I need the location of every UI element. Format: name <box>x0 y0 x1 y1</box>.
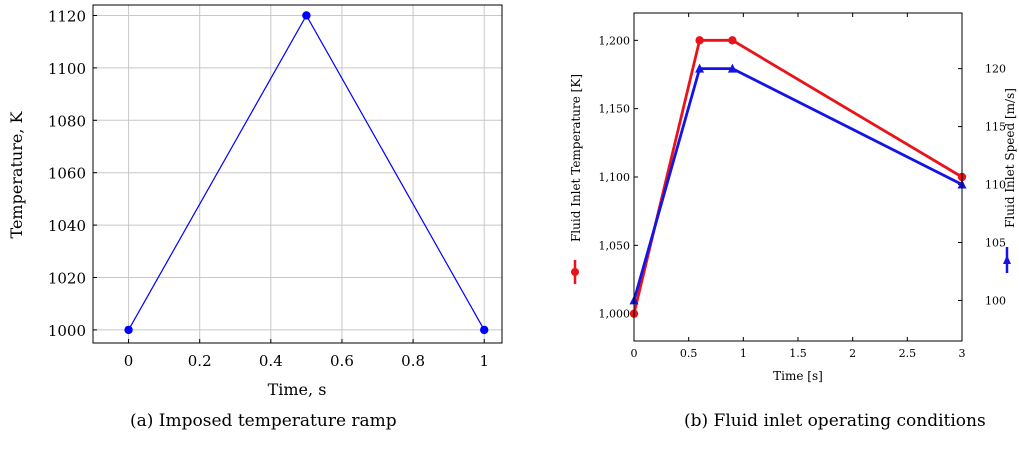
chart-a-frame <box>92 4 503 344</box>
right-legend-marker <box>1003 255 1011 264</box>
chart-a-x-tick-label: 0.4 <box>259 352 283 370</box>
chart-a-y-tick-label: 1100 <box>48 60 86 78</box>
chart-b-y-right-tick-label: 120 <box>985 63 1006 76</box>
chart-a-series <box>124 11 489 335</box>
chart-b-y-left-tick-label: 1,050 <box>599 239 631 252</box>
chart-b-data-point-left <box>728 36 737 45</box>
chart-b-series <box>629 36 967 318</box>
chart-b-y-left-label: Fluid Inlet Temperature [K] <box>569 74 583 242</box>
chart-b-frame <box>633 12 963 342</box>
left-legend-marker <box>571 268 579 276</box>
chart-b-x-tick-label: 2 <box>849 347 856 360</box>
chart-b-y-left-tick-label: 1,150 <box>599 103 631 116</box>
chart-b-x-label-text: Time [s] <box>773 369 823 383</box>
chart-a-data-point <box>124 325 133 335</box>
chart-b-y-right-tick-label: 110 <box>985 179 1006 192</box>
chart-b-left-legend: Fluid Inlet Temperature [K] <box>569 74 583 284</box>
chart-a-y-label: Temperature, K <box>7 110 26 238</box>
chart-b-series-line-right <box>632 67 963 301</box>
chart-a-x-tick-label: 0.6 <box>330 352 354 370</box>
chart-a-data-point <box>480 325 489 335</box>
chart-a-x-label: Time, s <box>268 380 327 399</box>
chart-b-x-tick-label: 2.5 <box>899 347 917 360</box>
chart-b-y-right-tick-label: 105 <box>985 236 1006 249</box>
chart-b-data-point-left <box>695 36 704 45</box>
chart-b-y-left-tick-label: 1,200 <box>599 34 631 47</box>
chart-b-x-label: Time [s] <box>773 369 823 383</box>
chart-b-data-point-right <box>695 63 705 73</box>
chart-a-grid <box>93 5 502 343</box>
chart-b-x-tick-label: 0 <box>631 347 638 360</box>
chart-b-y-right-tick-label: 115 <box>985 121 1006 134</box>
chart-b-data-point-right <box>727 63 737 73</box>
caption-b: (b) Fluid inlet operating conditions <box>684 411 986 431</box>
chart-a-y-tick-label: 1040 <box>48 217 86 235</box>
chart-a-x-tick-label: 0.2 <box>188 352 212 370</box>
chart-a-tick-labels: 0 0.2 0.4 0.6 0.8 1 1000 1020 1040 1060 1080 1100 11… <box>48 7 489 370</box>
chart-a-y-tick-label: 1060 <box>48 165 86 183</box>
chart-b-x-tick-label: 3 <box>959 347 966 360</box>
chart-a-data-point <box>302 11 311 20</box>
chart-b: 0 0.5 1 1.5 2 2.5 3 1,000 1,050 1,100 1,150 1,200 10… <box>569 12 1017 383</box>
chart-a-y-tick-label: 1000 <box>48 322 86 340</box>
chart-a-y-tick-label: 1120 <box>48 7 86 25</box>
chart-a-x-tick-label: 0 <box>124 352 134 370</box>
chart-b-tick-labels: 0 0.5 1 1.5 2 2.5 3 1,000 1,050 1,100 1,150 1,200 10… <box>599 13 1006 360</box>
chart-b-y-right-label: Fluid Inlet Speed [m/s] <box>1003 88 1017 228</box>
chart-b-right-legend: Fluid Inlet Speed [m/s] <box>1003 88 1017 273</box>
chart-a-x-tick-label: 0.8 <box>401 352 425 370</box>
caption-a: (a) Imposed temperature ramp <box>130 411 397 431</box>
chart-b-y-right-tick-label: 100 <box>985 294 1006 307</box>
chart-a-y-tick-label: 1080 <box>48 112 86 130</box>
chart-b-y-left-tick-label: 1,100 <box>599 171 631 184</box>
chart-b-x-tick-label: 1 <box>740 347 747 360</box>
chart-b-y-left-tick-label: 1,000 <box>599 308 631 321</box>
chart-a-y-tick-label: 1020 <box>48 269 86 287</box>
chart-b-x-tick-label: 0.5 <box>680 347 698 360</box>
chart-b-x-tick-label: 1.5 <box>789 347 807 360</box>
figure: 0 0.2 0.4 0.6 0.8 110001020104010601080110011… <box>7 4 1017 399</box>
chart-a-x-tick-label: 1 <box>479 352 489 370</box>
chart-a: 0 0.2 0.4 0.6 0.8 1 1000 1020 1040 1060 1080 1100 11… <box>7 4 503 399</box>
chart-b-series-line-left <box>632 38 963 314</box>
